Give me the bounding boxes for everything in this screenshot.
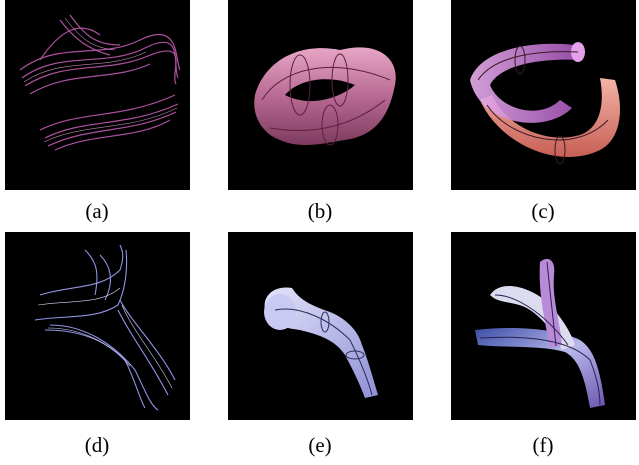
caption: (d) <box>85 433 110 457</box>
caption: (c) <box>531 199 554 223</box>
caption: (a) <box>85 199 108 223</box>
panel-e-image <box>228 232 413 420</box>
caption: (f) <box>533 433 554 457</box>
panel-d-image <box>5 232 190 420</box>
figure: (a) (b) (c) (d) (e) (f) <box>0 0 639 465</box>
panel-c-image <box>451 0 636 190</box>
caption: (b) <box>308 199 333 223</box>
panel-b-image <box>228 0 413 190</box>
caption: (e) <box>308 433 331 457</box>
panel-a-image <box>5 0 190 190</box>
panel-f-image <box>451 232 636 420</box>
